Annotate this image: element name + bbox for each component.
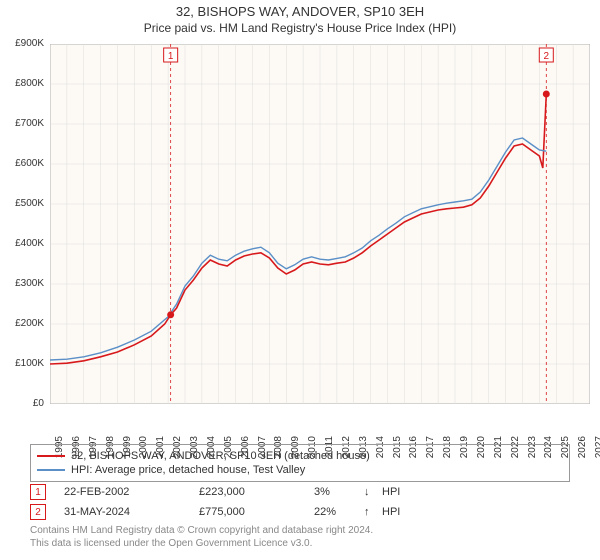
transaction-row: 2 31-MAY-2024 £775,000 22% ↑ HPI	[30, 502, 400, 522]
marker-badge-2: 2	[30, 504, 46, 520]
legend-label: 32, BISHOPS WAY, ANDOVER, SP10 3EH (deta…	[71, 450, 370, 462]
svg-text:1: 1	[168, 51, 174, 62]
address-title: 32, BISHOPS WAY, ANDOVER, SP10 3EH	[0, 4, 600, 19]
transaction-pct: 3%	[314, 486, 364, 498]
y-tick-label: £700K	[4, 118, 44, 129]
legend-row: HPI: Average price, detached house, Test…	[37, 463, 563, 477]
footer-attribution: Contains HM Land Registry data © Crown c…	[30, 524, 373, 550]
x-tick-label: 2027	[594, 436, 600, 466]
legend-label: HPI: Average price, detached house, Test…	[71, 464, 305, 476]
legend-box: 32, BISHOPS WAY, ANDOVER, SP10 3EH (deta…	[30, 444, 570, 482]
transaction-vs: HPI	[382, 506, 400, 518]
transaction-pct: 22%	[314, 506, 364, 518]
y-tick-label: £900K	[4, 38, 44, 49]
transaction-price: £223,000	[199, 486, 314, 498]
y-tick-label: £200K	[4, 318, 44, 329]
y-tick-label: £800K	[4, 78, 44, 89]
up-arrow-icon: ↑	[364, 506, 382, 518]
chart-subtitle: Price paid vs. HM Land Registry's House …	[0, 21, 600, 35]
y-tick-label: £400K	[4, 238, 44, 249]
chart-area: 12	[50, 44, 590, 404]
transaction-price: £775,000	[199, 506, 314, 518]
y-tick-label: £500K	[4, 198, 44, 209]
legend-swatch-hpi	[37, 469, 65, 471]
down-arrow-icon: ↓	[364, 486, 382, 498]
footer-line-1: Contains HM Land Registry data © Crown c…	[30, 524, 373, 537]
chart-container: 32, BISHOPS WAY, ANDOVER, SP10 3EH Price…	[0, 0, 600, 560]
y-tick-label: £100K	[4, 358, 44, 369]
transaction-vs: HPI	[382, 486, 400, 498]
legend-row: 32, BISHOPS WAY, ANDOVER, SP10 3EH (deta…	[37, 449, 563, 463]
y-tick-label: £0	[4, 398, 44, 409]
transactions-table: 1 22-FEB-2002 £223,000 3% ↓ HPI 2 31-MAY…	[30, 482, 400, 522]
title-block: 32, BISHOPS WAY, ANDOVER, SP10 3EH Price…	[0, 0, 600, 35]
transaction-date: 22-FEB-2002	[64, 486, 199, 498]
transaction-date: 31-MAY-2024	[64, 506, 199, 518]
y-tick-label: £300K	[4, 278, 44, 289]
marker-badge-1: 1	[30, 484, 46, 500]
chart-svg: 12	[50, 44, 590, 404]
y-tick-label: £600K	[4, 158, 44, 169]
footer-line-2: This data is licensed under the Open Gov…	[30, 537, 373, 550]
svg-text:2: 2	[544, 51, 550, 62]
x-tick-label: 2026	[577, 436, 588, 466]
legend-swatch-property	[37, 455, 65, 457]
transaction-row: 1 22-FEB-2002 £223,000 3% ↓ HPI	[30, 482, 400, 502]
